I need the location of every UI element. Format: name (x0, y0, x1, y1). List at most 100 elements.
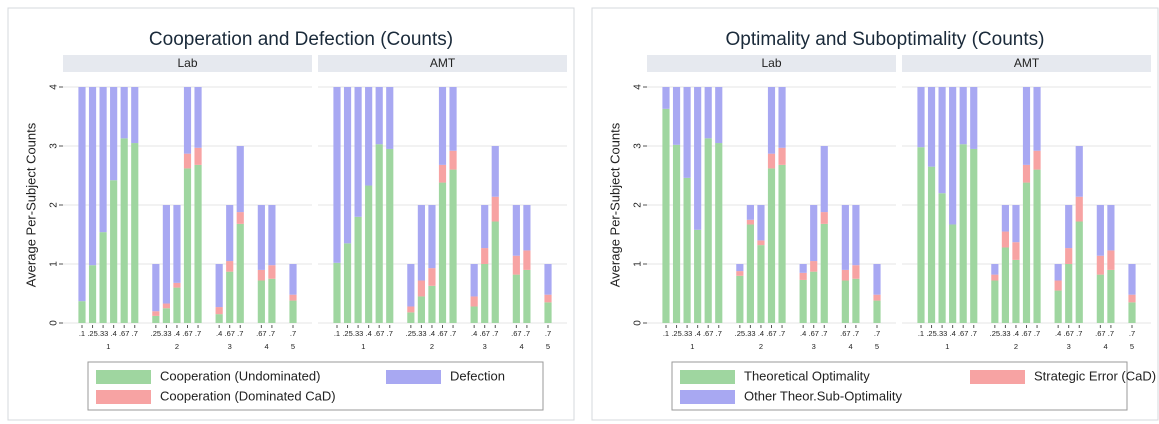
bar-segment (236, 223, 244, 323)
x-tick-label: .7 (1034, 329, 1040, 338)
bar-segment (470, 296, 478, 307)
x-tick-label: .4 (1013, 329, 1019, 338)
panel-label: Lab (761, 56, 781, 70)
bar-segment (1054, 264, 1062, 281)
x-tick-label: .25 (87, 329, 97, 338)
x-tick-label: .1 (663, 329, 669, 338)
legend-label: Strategic Error (CaD) (1034, 368, 1156, 383)
bar-segment (841, 269, 849, 281)
x-tick-label: .67 (840, 329, 850, 338)
x-tick-label: .7 (971, 329, 977, 338)
bar-segment (110, 180, 118, 323)
group-label: 1 (945, 342, 949, 351)
legend-box (87, 361, 544, 411)
x-tick-label: .25 (342, 329, 352, 338)
bar-segment (938, 87, 946, 194)
x-tick-label: .67 (766, 329, 776, 338)
x-tick-label: .7 (524, 329, 530, 338)
x-tick-label: .67 (437, 329, 447, 338)
bar-segment (810, 205, 818, 262)
x-tick-label: .4 (174, 329, 180, 338)
x-tick-label: .67 (119, 329, 129, 338)
bar-segment (88, 265, 97, 323)
bar-segment (481, 205, 489, 249)
bar-segment (162, 303, 170, 309)
bar-segment (162, 308, 170, 323)
bar-segment (491, 146, 499, 197)
bar-segment (1065, 248, 1073, 264)
bar-segment (746, 219, 754, 225)
bar-segment (289, 300, 297, 323)
group-label: 1 (361, 342, 365, 351)
bar-segment (991, 274, 999, 281)
bar-segment (491, 221, 499, 323)
x-tick-label: .1 (79, 329, 85, 338)
bar-segment (289, 294, 297, 301)
x-tick-label: .67 (374, 329, 384, 338)
legend-swatch (970, 370, 1025, 384)
bar-segment (1022, 87, 1031, 165)
group-label: 3 (812, 342, 816, 351)
x-tick-label: .33 (682, 329, 692, 338)
bar-segment (173, 282, 181, 288)
group-label: 1 (690, 342, 694, 351)
bar-segment (194, 147, 202, 165)
x-tick-label: .7 (450, 329, 456, 338)
x-tick-label: .7 (1129, 329, 1135, 338)
bar-segment (375, 144, 383, 323)
x-tick-label: .33 (937, 329, 947, 338)
bar-segment (970, 87, 978, 149)
bar-segment (841, 205, 849, 270)
group-label: 2 (430, 342, 434, 351)
legend-swatch (96, 370, 151, 384)
x-tick-label: .7 (237, 329, 243, 338)
bar-segment (1096, 274, 1104, 323)
bar-segment (736, 271, 744, 276)
bar-segment (1128, 264, 1136, 295)
legend-swatch (680, 390, 735, 404)
group-label: 2 (1014, 342, 1018, 351)
x-tick-label: .33 (1000, 329, 1010, 338)
group-label: 3 (483, 342, 487, 351)
x-tick-label: .7 (821, 329, 827, 338)
bar-segment (1012, 242, 1020, 260)
y-tick-label: 0 (49, 320, 60, 326)
bar-segment (365, 185, 373, 323)
bar-segment (949, 224, 957, 323)
bar-segment (1033, 87, 1041, 151)
bar-segment (1075, 221, 1083, 323)
bar-segment (512, 255, 520, 275)
chart-title: Cooperation and Defection (Counts) (149, 29, 453, 50)
bar-segment (820, 212, 828, 224)
y-tick-label: 4 (49, 84, 60, 90)
bar-segment (417, 296, 425, 323)
bar-segment (236, 146, 244, 213)
bar-segment (841, 280, 849, 323)
x-tick-label: .7 (195, 329, 201, 338)
panel-strip (318, 55, 567, 72)
bar-segment (1075, 146, 1083, 197)
y-tick-label: 1 (633, 261, 644, 267)
x-tick-label: .67 (1095, 329, 1105, 338)
bar-segment (767, 153, 776, 169)
bar-segment (1107, 269, 1115, 323)
bar-segment (927, 166, 936, 323)
bar-segment (672, 144, 681, 323)
y-tick-label: 4 (633, 84, 644, 90)
bar-segment (991, 280, 999, 323)
bar-segment (810, 271, 818, 323)
x-tick-label: .25 (406, 329, 416, 338)
bar-segment (959, 144, 967, 323)
group-label: 5 (1130, 342, 1134, 351)
bar-segment (736, 264, 744, 272)
bar-segment (194, 87, 202, 148)
x-tick-label: .67 (958, 329, 968, 338)
bar-segment (1054, 290, 1062, 323)
bar-segment (1012, 259, 1020, 323)
bar-segment (1065, 205, 1073, 249)
bar-segment (449, 87, 457, 151)
bar-segment (183, 153, 192, 169)
panel-label: Lab (177, 56, 197, 70)
bar-segment (428, 268, 436, 286)
bar-segment (183, 168, 192, 323)
